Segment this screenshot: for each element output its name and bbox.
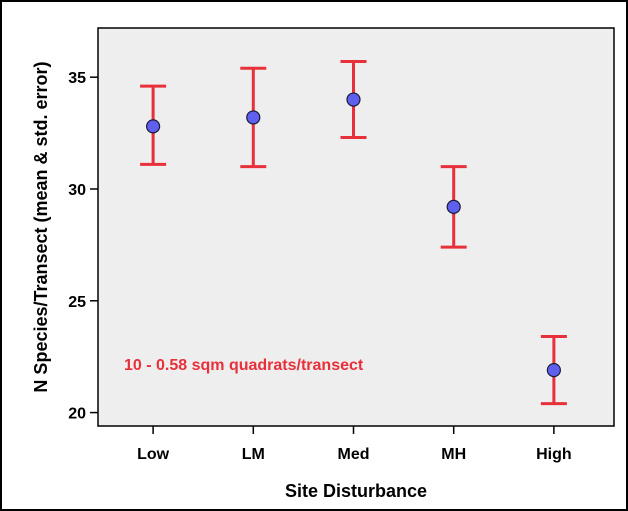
x-tick-label: Low (137, 446, 170, 463)
mean-point (546, 363, 561, 378)
annotation: 10 - 0.58 sqm quadrats/transect (124, 357, 364, 374)
mean-point (346, 92, 361, 107)
y-tick-label: 25 (68, 294, 86, 311)
x-tick-label: Med (337, 446, 369, 463)
y-axis-title: N Species/Transect (mean & std. error) (31, 61, 51, 392)
y-tick-label: 30 (68, 182, 86, 199)
mean-point (146, 119, 161, 134)
x-tick-label: MH (441, 446, 466, 463)
x-axis: Low LM Med MH High (137, 426, 572, 463)
mean-point (446, 199, 461, 214)
y-tick-label: 35 (68, 70, 86, 87)
y-axis: 20 25 30 35 (68, 70, 98, 423)
y-tick-label: 20 (68, 406, 86, 423)
x-axis-title: Site Disturbance (285, 481, 427, 501)
mean-point (246, 110, 261, 125)
x-tick-label: High (536, 446, 572, 463)
x-tick-label: LM (242, 446, 265, 463)
data-series (140, 60, 567, 406)
